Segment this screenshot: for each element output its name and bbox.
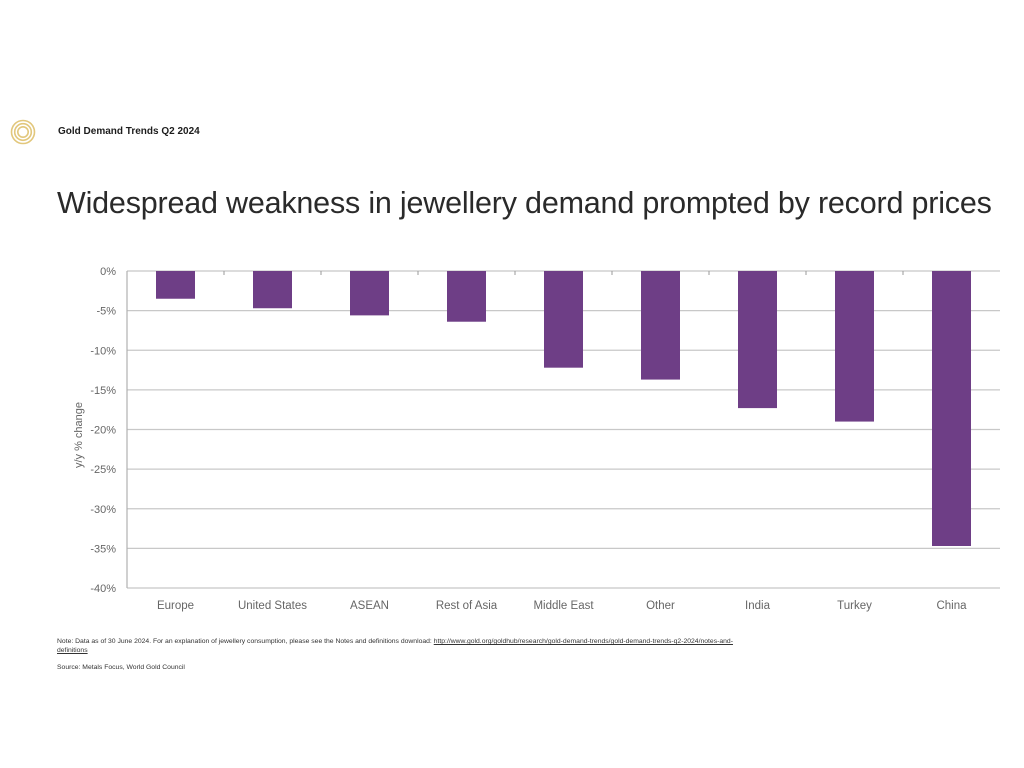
x-tick-label: United States <box>238 600 307 612</box>
y-tick-label: -30% <box>90 504 116 516</box>
x-tick-label: Other <box>646 600 675 612</box>
notes-link[interactable]: http://www.gold.org/goldhub/research/gol… <box>57 638 733 654</box>
x-tick-label: Rest of Asia <box>436 600 498 612</box>
y-axis-label: y/y % change <box>73 402 85 468</box>
note-text: Note: Data as of 30 June 2024. For an ex… <box>57 638 434 645</box>
chart-title: Widespread weakness in jewellery demand … <box>57 186 992 220</box>
y-tick-label: -25% <box>90 464 116 476</box>
y-tick-label: -40% <box>90 583 116 595</box>
source-text: Source: Metals Focus, World Gold Council <box>57 664 185 671</box>
x-tick-label: China <box>936 600 967 612</box>
bar-china <box>932 271 971 546</box>
x-tick-label: ASEAN <box>350 600 389 612</box>
x-tick-label: Middle East <box>533 600 594 612</box>
y-tick-label: -10% <box>90 345 116 357</box>
footnote: Note: Data as of 30 June 2024. For an ex… <box>57 637 757 655</box>
bar-rest-of-asia <box>447 271 486 322</box>
bar-united-states <box>253 271 292 309</box>
bar-india <box>738 271 777 409</box>
y-tick-label: -15% <box>90 385 116 397</box>
header <box>10 119 36 145</box>
x-tick-label: Europe <box>157 600 194 612</box>
x-tick-label: India <box>745 600 771 612</box>
bar-other <box>641 271 680 380</box>
y-tick-label: 0% <box>100 266 116 278</box>
x-tick-label: Turkey <box>837 600 872 612</box>
bars <box>156 271 971 546</box>
y-tick-label: -20% <box>90 425 116 437</box>
bar-asean <box>350 271 389 316</box>
y-axis-ticks: 0% -5% -10% -15% -20% -25% -30% -35% -40% <box>90 266 116 595</box>
y-tick-label: -5% <box>96 306 116 318</box>
gold-rings-logo-icon <box>10 119 36 145</box>
bar-turkey <box>835 271 874 422</box>
x-axis-labels: Europe United States ASEAN Rest of Asia Midd… <box>157 600 967 612</box>
bar-europe <box>156 271 195 299</box>
bar-middle-east <box>544 271 583 368</box>
report-brand: Gold Demand Trends Q2 2024 <box>58 126 200 137</box>
bar-chart: 0% -5% -10% -15% -20% -25% -30% -35% -40% Europe… <box>73 266 1000 612</box>
y-tick-label: -35% <box>90 543 116 555</box>
